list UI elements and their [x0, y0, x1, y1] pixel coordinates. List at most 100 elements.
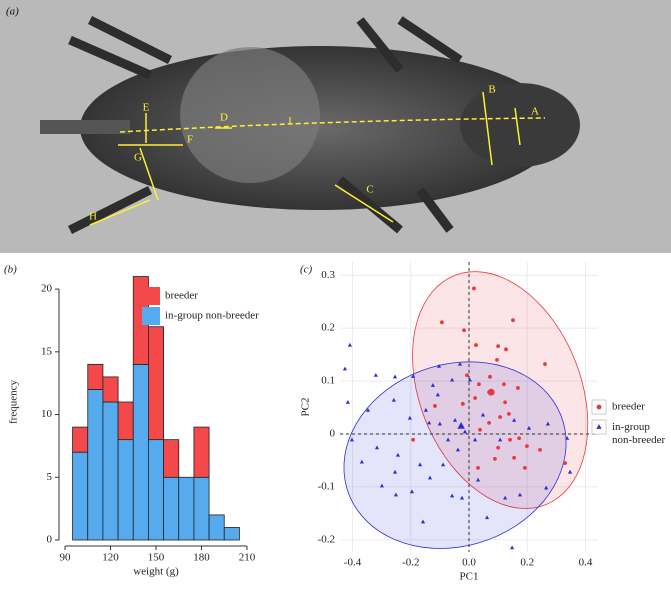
point: [433, 404, 437, 408]
centroid: [487, 388, 495, 396]
legend-swatch: [142, 287, 160, 305]
point: [473, 396, 478, 400]
point: [495, 358, 499, 362]
xray-panel: A B C D E F G H I (a): [0, 0, 671, 253]
point: [480, 412, 486, 417]
point: [496, 344, 501, 349]
xray-label: E: [143, 102, 150, 114]
point: [365, 407, 371, 412]
point: [517, 436, 521, 441]
legend-label: in-group non-breeder: [612, 421, 665, 446]
point: [349, 437, 355, 442]
x-tick-label: -0.2: [402, 557, 419, 569]
y-tick-label: 0.3: [321, 269, 335, 281]
x-axis-label: weight (g): [133, 566, 179, 578]
point: [517, 492, 523, 497]
y-tick-label: 20: [41, 283, 53, 295]
point: [411, 437, 415, 442]
point: [538, 447, 542, 452]
xray-label: I: [288, 116, 292, 128]
point: [417, 462, 423, 467]
point: [436, 363, 442, 368]
point: [502, 382, 506, 387]
point: [440, 320, 444, 325]
point: [475, 477, 481, 482]
legend-label: breeder: [165, 290, 198, 302]
point: [430, 383, 435, 387]
xray-label: H: [89, 211, 97, 223]
bar: [163, 476, 180, 541]
legend-marker: [596, 424, 602, 429]
point: [409, 489, 415, 494]
point: [427, 420, 432, 425]
point: [476, 465, 480, 470]
point: [391, 397, 396, 402]
point: [460, 401, 465, 406]
x-tick-label: 210: [239, 552, 256, 564]
point: [503, 495, 508, 500]
point: [455, 447, 461, 452]
point: [435, 392, 440, 397]
point: [462, 429, 468, 434]
point: [452, 417, 458, 422]
point: [516, 386, 520, 390]
x-tick-label: -0.4: [344, 557, 362, 569]
legend-swatch: [142, 307, 160, 325]
x-axis-label: PC1: [460, 571, 479, 583]
point: [345, 399, 350, 404]
point: [459, 495, 465, 500]
ellipse: [412, 271, 589, 509]
point: [543, 362, 547, 367]
point: [504, 347, 508, 352]
point: [498, 437, 503, 442]
y-tick-label: 10: [41, 408, 53, 420]
point: [474, 343, 478, 347]
point: [423, 407, 428, 412]
point: [487, 420, 491, 425]
point: [498, 415, 503, 419]
y-tick-label: -0.2: [318, 533, 335, 545]
y-tick-label: -0.1: [318, 480, 335, 492]
centroid: [457, 421, 465, 429]
point: [506, 411, 511, 416]
x-tick-label: 90: [60, 552, 72, 564]
y-tick-label: 0: [330, 428, 336, 440]
bar: [193, 426, 210, 478]
bar: [163, 439, 180, 478]
bar: [117, 401, 134, 441]
point: [526, 425, 532, 430]
point: [467, 377, 472, 382]
point: [342, 366, 348, 371]
point: [347, 342, 352, 347]
point: [457, 361, 463, 366]
measure-marks: [89, 91, 521, 226]
point: [565, 435, 570, 440]
x-tick-label: 180: [193, 552, 210, 564]
point: [493, 456, 497, 461]
xray-label: D: [220, 112, 228, 124]
x-tick-label: 0.0: [462, 557, 476, 569]
bar: [87, 363, 104, 390]
point: [393, 492, 398, 497]
x-tick-label: 150: [148, 552, 165, 564]
point: [379, 483, 385, 488]
bar: [72, 426, 89, 453]
point: [427, 475, 433, 480]
xray-label: A: [531, 106, 539, 118]
xray-tail: [40, 120, 130, 134]
point: [508, 437, 512, 442]
xray-abdomen: [180, 47, 320, 183]
point: [374, 445, 380, 450]
point: [510, 545, 515, 550]
point: [465, 373, 469, 378]
bar: [102, 376, 119, 403]
xray-label: G: [134, 152, 142, 164]
bar: [148, 326, 164, 441]
bar: [72, 451, 89, 541]
point: [478, 427, 482, 432]
point: [473, 437, 478, 442]
point: [503, 400, 508, 405]
point: [525, 444, 529, 449]
